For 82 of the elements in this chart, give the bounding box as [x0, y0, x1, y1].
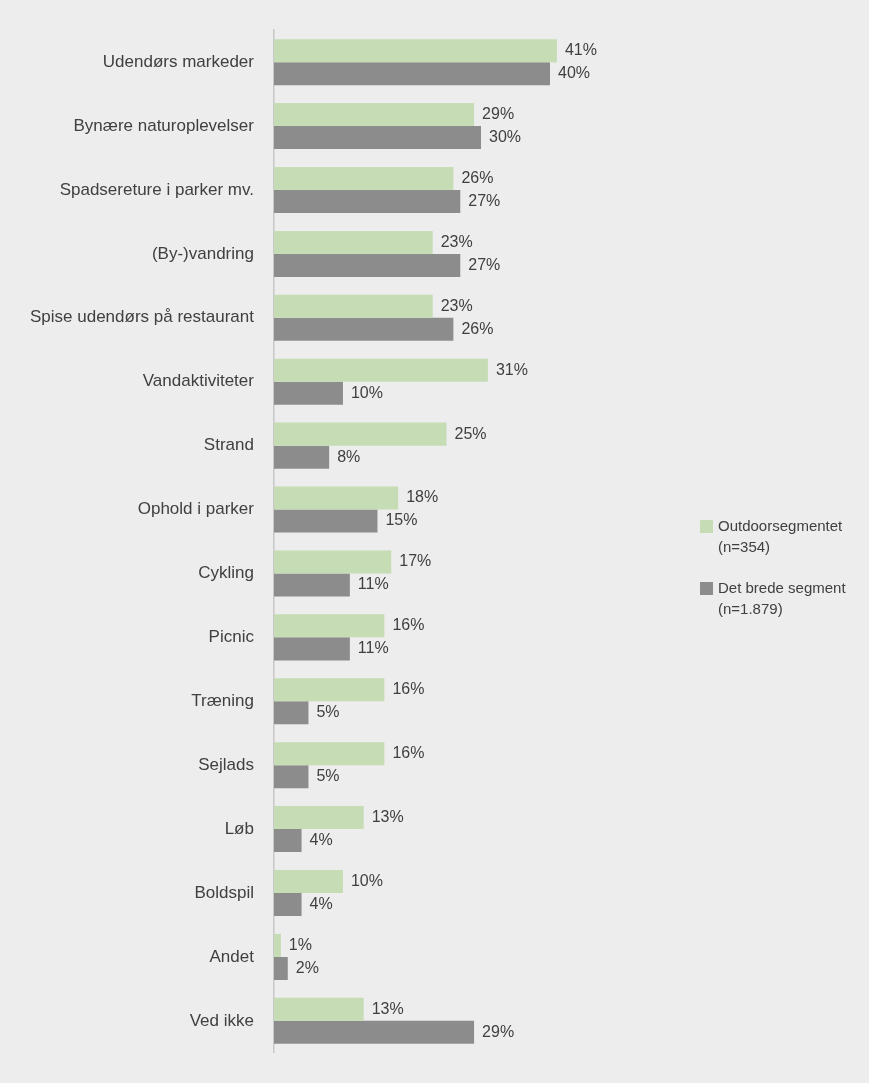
- bar: [273, 829, 302, 853]
- bar: [273, 742, 385, 766]
- data-label: 41%: [564, 41, 597, 59]
- data-label: 29%: [482, 104, 515, 122]
- bar: [273, 701, 309, 725]
- data-label: 23%: [440, 232, 473, 250]
- y-tick-label: Udendørs markeder: [102, 51, 255, 71]
- bar: [273, 933, 281, 957]
- data-label: 26%: [461, 168, 494, 186]
- bar: [273, 103, 475, 127]
- data-label: 5%: [316, 703, 340, 721]
- bar: [273, 573, 350, 597]
- bar: [273, 806, 364, 830]
- bar: [273, 1020, 475, 1044]
- data-label: 29%: [482, 1022, 515, 1040]
- bar: [273, 997, 364, 1021]
- data-label: 15%: [385, 511, 418, 529]
- data-label: 23%: [440, 296, 473, 314]
- bar: [273, 509, 378, 533]
- data-label: 16%: [392, 744, 425, 762]
- data-label: 18%: [406, 488, 439, 506]
- bar: [273, 126, 481, 150]
- bar: [273, 39, 557, 63]
- data-label: 5%: [316, 767, 340, 785]
- bar: [273, 62, 550, 86]
- y-tick-label: Spadsereture i parker mv.: [59, 179, 254, 199]
- y-tick-label: Cykling: [198, 563, 254, 583]
- y-tick-label: Sejlads: [198, 754, 254, 774]
- legend-label: Outdoorsegmentet (n=354): [718, 517, 843, 555]
- data-label: 10%: [350, 383, 383, 401]
- y-tick-label: Spise udendørs på restaurant: [29, 307, 255, 327]
- bar: [273, 253, 461, 277]
- y-tick-label: (By-)vandring: [151, 243, 254, 263]
- y-tick-label: Ophold i parker: [137, 499, 255, 519]
- data-label: 4%: [309, 894, 333, 912]
- data-label: 26%: [461, 319, 494, 337]
- data-label: 16%: [392, 616, 425, 634]
- data-label: 1%: [288, 935, 312, 953]
- data-label: 2%: [295, 958, 319, 976]
- bar: [273, 614, 385, 638]
- bar: [273, 381, 343, 405]
- data-label: 27%: [468, 255, 501, 273]
- y-tick-label: Løb: [224, 818, 254, 838]
- data-label: 40%: [557, 64, 591, 82]
- y-tick-label: Picnic: [208, 627, 255, 647]
- bar: [273, 956, 288, 980]
- bar: [273, 358, 488, 382]
- y-tick-label: Træning: [191, 690, 254, 710]
- data-label: 16%: [392, 680, 425, 698]
- bar: [273, 445, 330, 469]
- data-label: 17%: [399, 552, 432, 570]
- bar: [273, 317, 454, 341]
- y-tick-label: Bynære naturoplevelser: [73, 115, 255, 135]
- data-label: 8%: [337, 447, 361, 465]
- bar: [273, 765, 309, 789]
- bar: [273, 870, 343, 894]
- y-tick-label: Boldspil: [194, 882, 254, 902]
- bar: [273, 637, 350, 661]
- data-label: 27%: [468, 191, 501, 209]
- bar: [273, 550, 392, 574]
- bar: [273, 678, 385, 702]
- y-tick-label: Vandaktiviteter: [142, 371, 255, 391]
- bar: [273, 422, 447, 446]
- bar: [273, 893, 302, 917]
- data-label: 25%: [454, 424, 487, 442]
- data-label: 30%: [488, 127, 522, 145]
- data-label: 4%: [309, 831, 333, 849]
- bar: [273, 189, 461, 213]
- y-tick-label: Strand: [203, 435, 254, 455]
- legend-label: Det brede segment (n=1.879): [718, 579, 846, 617]
- data-label: 13%: [371, 999, 404, 1017]
- bar: [273, 294, 433, 318]
- data-label: 11%: [357, 575, 389, 593]
- data-label: 13%: [371, 808, 404, 826]
- y-tick-label: Ved ikke: [189, 1010, 254, 1030]
- data-label: 31%: [495, 360, 528, 378]
- bar: [273, 486, 399, 510]
- y-tick-label: Andet: [209, 946, 255, 966]
- data-label: 11%: [357, 639, 389, 657]
- bar: [273, 230, 433, 254]
- data-label: 10%: [350, 871, 383, 889]
- bar: [273, 166, 454, 190]
